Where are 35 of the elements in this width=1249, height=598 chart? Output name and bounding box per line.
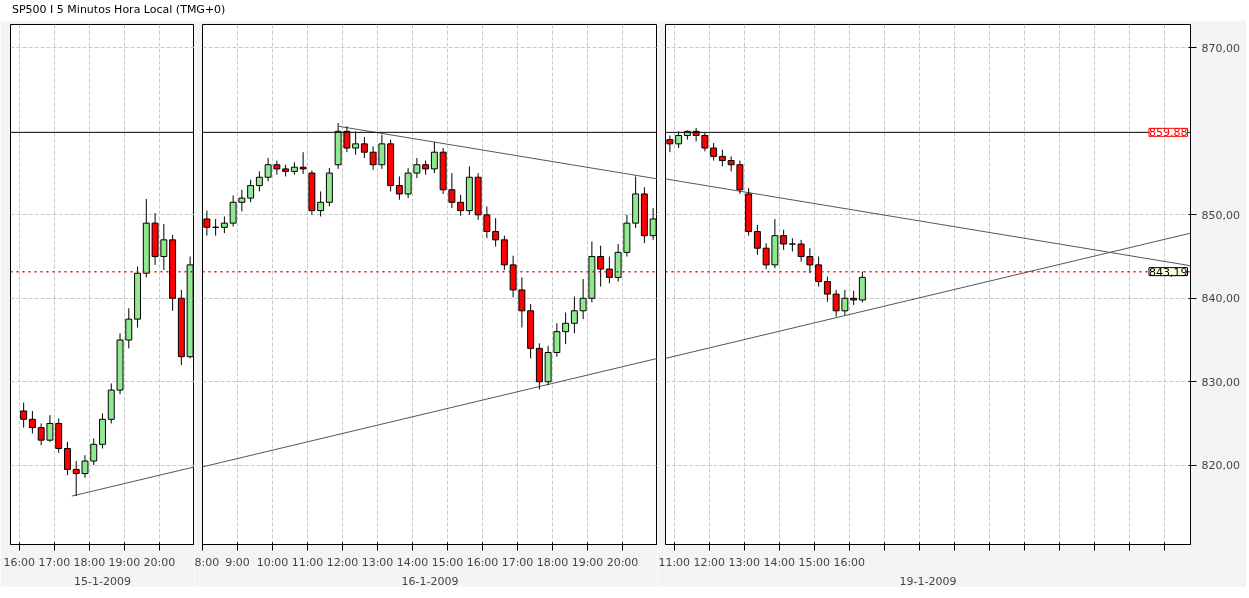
ref-line-label: 843,19 [1149, 265, 1188, 279]
y-tick-label: 870,00 [1201, 41, 1240, 55]
x-tick-label: 12:00 [326, 555, 359, 569]
x-tick-label: 18:00 [73, 555, 106, 569]
x-tick-label: 19:00 [108, 555, 141, 569]
x-tick-label: 9:00 [225, 555, 250, 569]
y-tick-label: 840,00 [1201, 291, 1240, 305]
x-tick-label: 15:00 [431, 555, 464, 569]
x-tick-label: 8:00 [194, 555, 220, 569]
x-tick-label: 11:00 [658, 555, 691, 569]
x-tick-label: 20:00 [606, 555, 639, 569]
x-tick-label: 13:00 [728, 555, 761, 569]
x-tick-label: 17:00 [38, 555, 71, 569]
x-tick-label: 11:00 [291, 555, 324, 569]
x-tick-label: 12:00 [693, 555, 726, 569]
x-tick-label: 13:00 [361, 555, 394, 569]
x-tick-label: 15:00 [798, 555, 831, 569]
x-tick-label: 16:00 [833, 555, 866, 569]
x-tick-label: 18:00 [536, 555, 569, 569]
y-tick-label: 850,00 [1201, 208, 1240, 222]
x-axis-title: 15-1-2009 [74, 574, 131, 588]
x-tick-label: 10:00 [256, 555, 289, 569]
x-tick-label: 20:00 [143, 555, 176, 569]
ref-line-label: 859,88 [1149, 126, 1188, 140]
x-tick-label: 14:00 [763, 555, 796, 569]
y-tick-label: 820,00 [1201, 458, 1240, 472]
chart-title: SP500 I 5 Minutos Hora Local (TMG+0) [12, 2, 226, 18]
x-tick-label: 16:00 [3, 555, 36, 569]
x-tick-label: 17:00 [501, 555, 534, 569]
y-tick-label: 830,00 [1201, 375, 1240, 389]
x-axis-title: 16-1-2009 [401, 574, 459, 588]
x-axis-title: 19-1-2009 [899, 574, 957, 588]
x-tick-label: 19:00 [571, 555, 604, 569]
x-tick-label: 16:00 [466, 555, 499, 569]
x-tick-label: 14:00 [396, 555, 429, 569]
